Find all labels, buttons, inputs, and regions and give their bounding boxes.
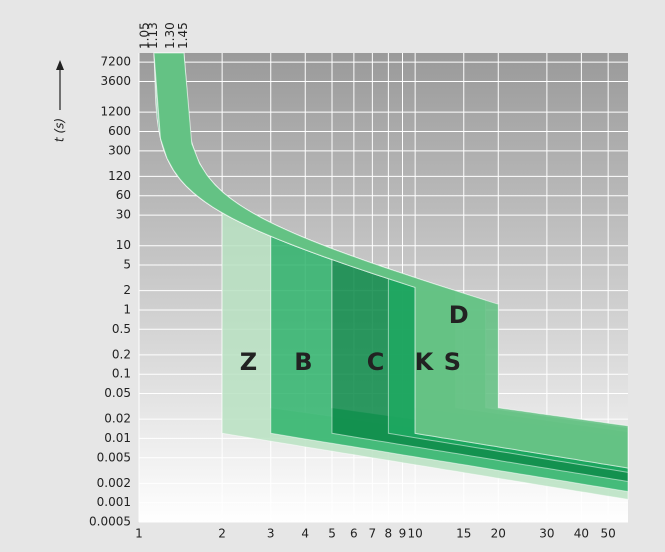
- x-tick-label: 30: [539, 527, 554, 541]
- x-tick-label: 15: [456, 527, 471, 541]
- y-tick-label: 0.005: [97, 450, 131, 464]
- y-tick-label: 30: [116, 208, 131, 222]
- x-tick-label: 20: [491, 527, 506, 541]
- curve-label: D: [449, 301, 469, 329]
- y-tick-label: 2: [123, 283, 131, 297]
- y-tick-label: 300: [108, 143, 131, 157]
- y-tick-label: 1: [123, 302, 131, 316]
- x-tick-label: 6: [350, 527, 358, 541]
- y-tick-label: 0.001: [97, 495, 131, 509]
- x-tick-label: 9: [399, 527, 407, 541]
- x-tick-label: 10: [407, 527, 422, 541]
- thermal-limit-label: 1.45: [176, 22, 190, 49]
- y-tick-label: 0.01: [104, 431, 131, 445]
- curve-label: S: [444, 348, 461, 376]
- y-axis-label: t (s): [53, 118, 67, 142]
- y-tick-label: 120: [108, 169, 131, 183]
- curve-label: Z: [240, 348, 257, 376]
- x-tick-label: 40: [574, 527, 589, 541]
- x-tick-label: 8: [385, 527, 393, 541]
- curve-label: K: [415, 348, 435, 376]
- arrow-head: [56, 60, 64, 70]
- thermal-limit-label: 1.05: [137, 22, 151, 49]
- y-tick-label: 0.2: [112, 347, 131, 361]
- y-tick-label: 0.02: [104, 412, 131, 426]
- y-tick-label: 600: [108, 124, 131, 138]
- y-tick-label: 5: [123, 258, 131, 272]
- x-tick-label: 3: [267, 527, 275, 541]
- y-tick-label: 7200: [100, 55, 131, 69]
- thermal-limit-label: 1.30: [163, 22, 177, 49]
- y-tick-label: 10: [116, 238, 131, 252]
- curve-label: B: [294, 348, 312, 376]
- y-tick-label: 0.0005: [89, 515, 131, 529]
- trip-band: [153, 52, 629, 469]
- y-tick-label: 0.1: [112, 367, 131, 381]
- x-tick-label: 4: [301, 527, 309, 541]
- x-tick-label: 2: [218, 527, 226, 541]
- y-tick-label: 3600: [100, 74, 131, 88]
- x-tick-label: 5: [328, 527, 336, 541]
- y-tick-label: 60: [116, 188, 131, 202]
- thermal-limit-label: 1.13: [146, 22, 160, 49]
- curve-label: C: [367, 348, 385, 376]
- y-axis-title: t (s): [53, 60, 67, 142]
- y-tick-label: 1200: [100, 105, 131, 119]
- y-tick-label: 0.002: [97, 476, 131, 490]
- x-tick-label: 1: [135, 527, 143, 541]
- x-tick-label: 7: [369, 527, 377, 541]
- y-tick-label: 0.05: [104, 386, 131, 400]
- y-tick-label: 0.5: [112, 322, 131, 336]
- x-tick-label: 50: [601, 527, 616, 541]
